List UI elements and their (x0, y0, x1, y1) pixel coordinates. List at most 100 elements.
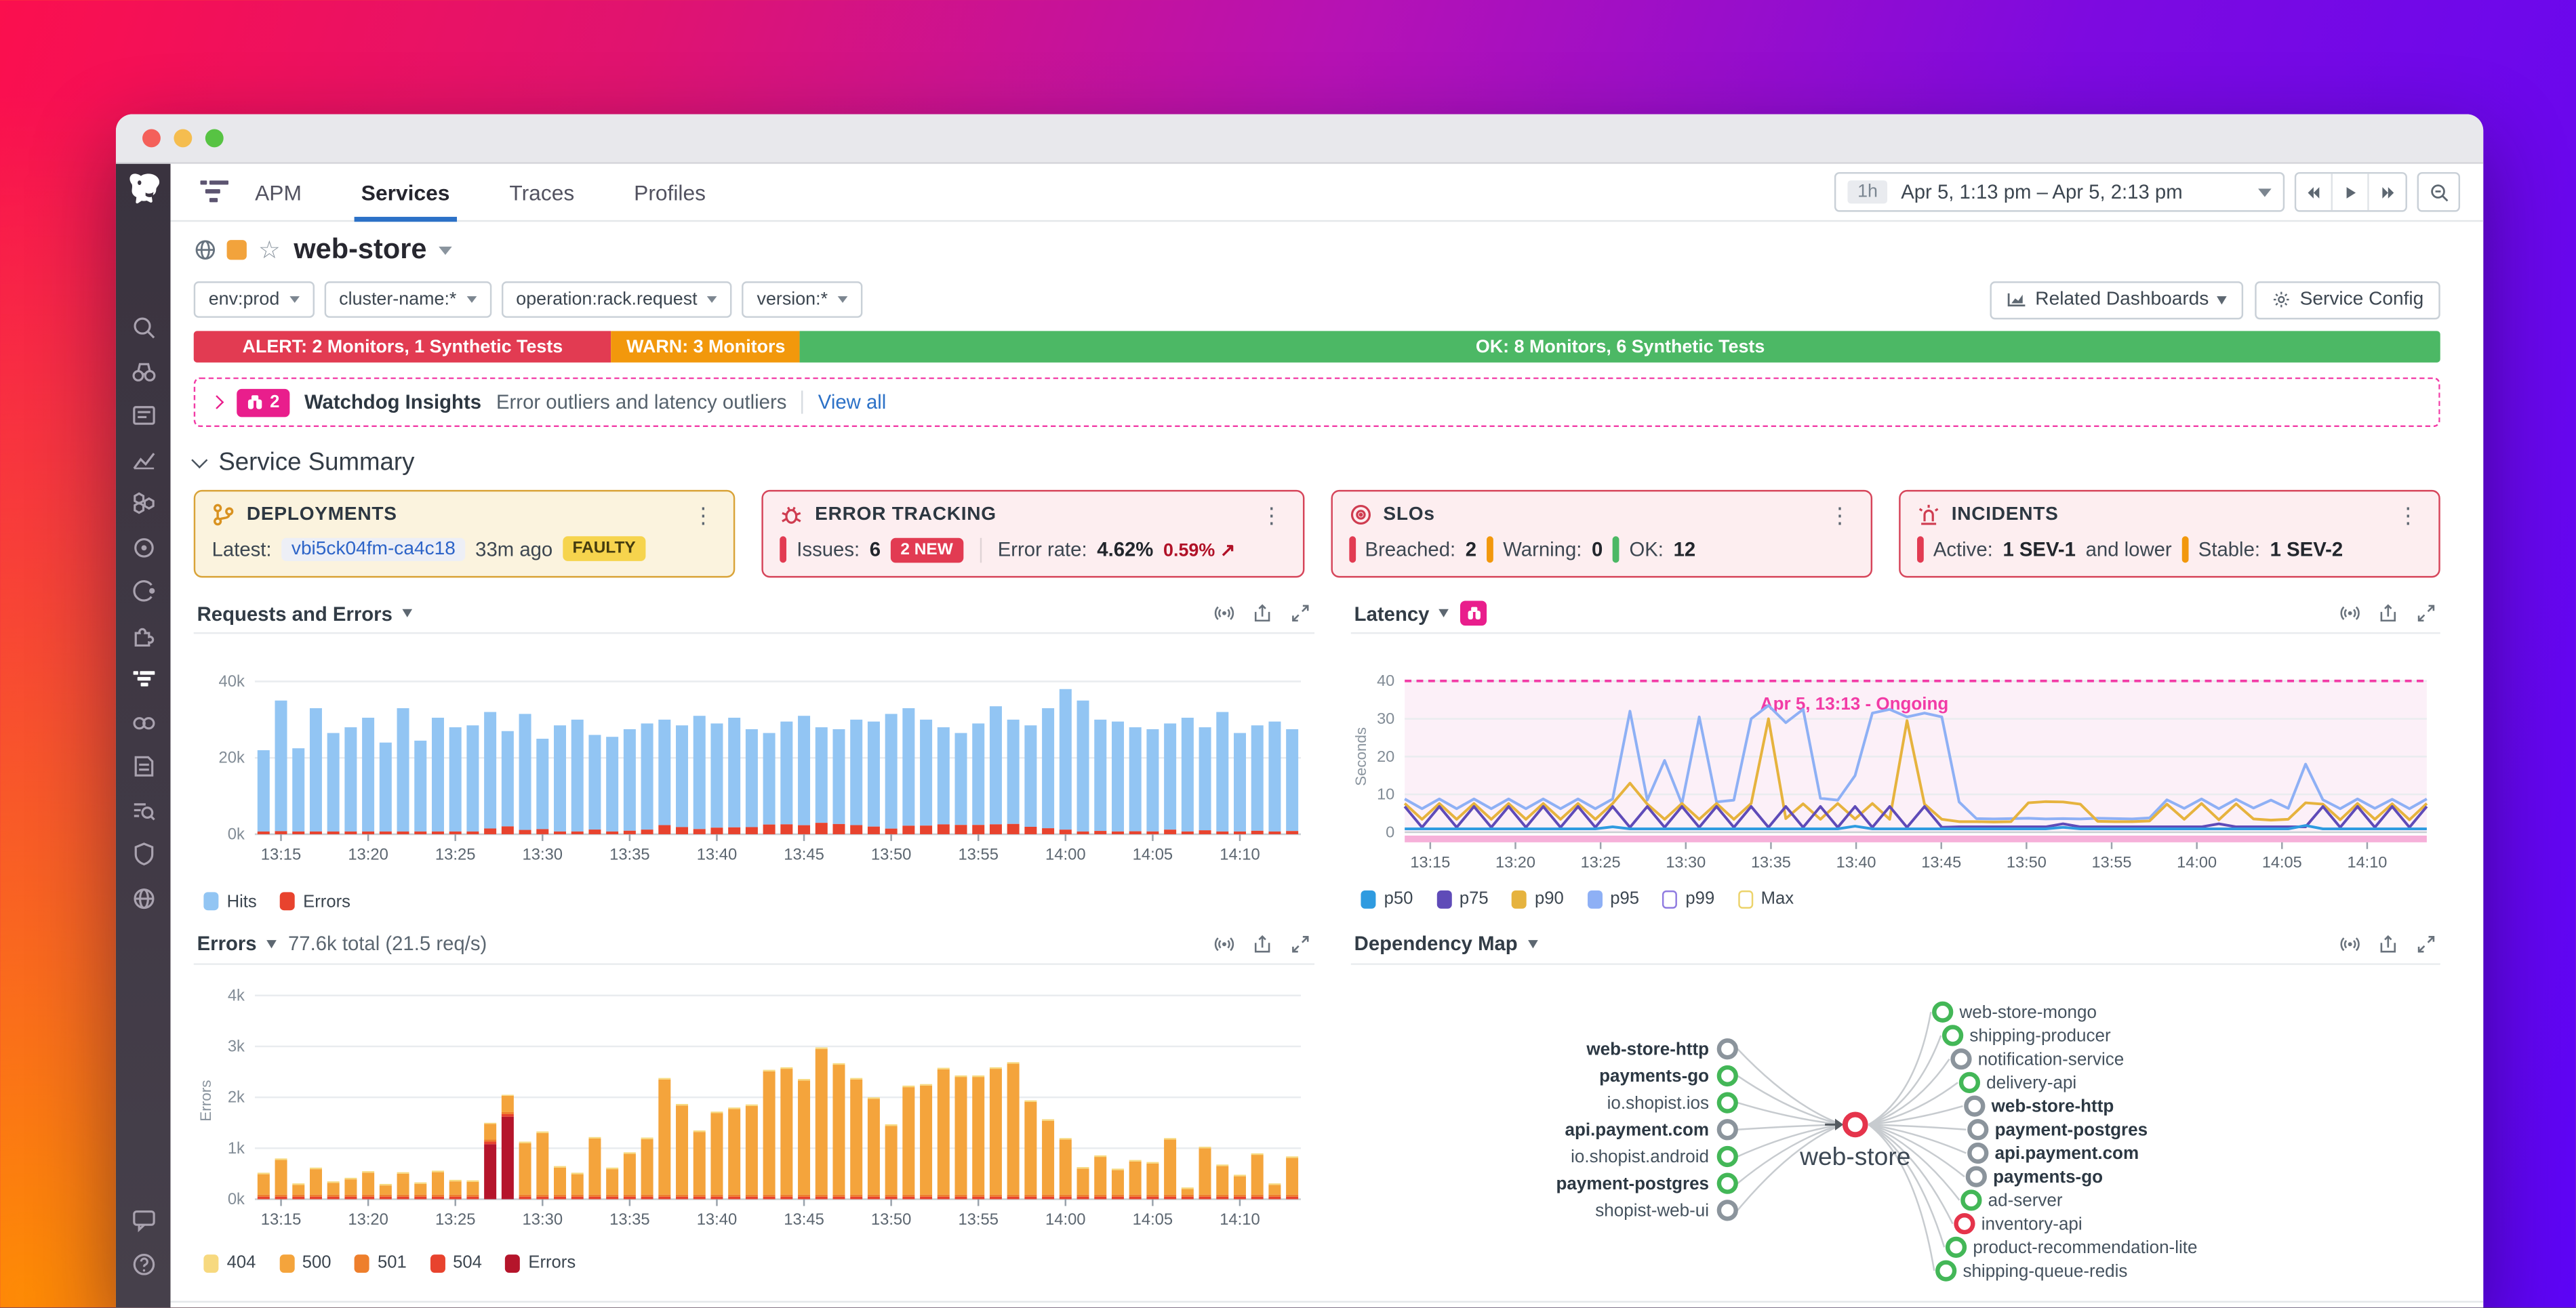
dashboard-icon (2007, 289, 2027, 309)
sidebar-item-ci-icon[interactable] (130, 709, 157, 735)
zoom-window-button[interactable] (205, 129, 224, 147)
deployments-card[interactable]: DEPLOYMENTS ⋮ Latest: vbi5ck04fm-ca4c18 … (194, 490, 736, 577)
sidebar-item-integrations-icon[interactable] (130, 490, 157, 516)
status-color-bar (1613, 536, 1619, 563)
create-monitor-icon[interactable] (1213, 933, 1235, 955)
legend-item-500[interactable]: 500 (279, 1253, 331, 1273)
export-icon[interactable] (2377, 602, 2399, 624)
sidebar-item-logs-icon[interactable] (130, 753, 157, 779)
legend-item-404[interactable]: 404 (203, 1253, 256, 1273)
service-config-button[interactable]: Service Config (2255, 281, 2440, 319)
sidebar-item-log-explorer-icon[interactable] (130, 797, 157, 823)
sidebar-item-feedback-icon[interactable] (130, 1206, 157, 1233)
sidebar-item-help-icon[interactable] (130, 1250, 157, 1277)
chart-actions (1213, 933, 1311, 955)
legend-item-p50[interactable]: p50 (1361, 889, 1413, 909)
export-icon[interactable] (2377, 933, 2399, 955)
ok-status-segment[interactable]: OK: 8 Monitors, 6 Synthetic Tests (800, 331, 2440, 362)
expand-chevron-icon[interactable] (210, 395, 224, 409)
nav-tab-apm[interactable]: APM (248, 163, 308, 221)
skip-back-button[interactable] (2296, 173, 2333, 210)
fullscreen-icon[interactable] (2415, 933, 2437, 955)
kebab-menu-icon[interactable]: ⋮ (1826, 504, 1854, 526)
sidebar-item-security-icon[interactable] (130, 841, 157, 867)
minimize-window-button[interactable] (174, 129, 192, 147)
sidebar-item-plugins-icon[interactable] (130, 621, 157, 648)
legend-item-max[interactable]: Max (1737, 889, 1794, 909)
svg-text:13:30: 13:30 (523, 1210, 563, 1229)
legend-item-501[interactable]: 501 (355, 1253, 407, 1273)
incidents-card[interactable]: INCIDENTS ⋮ Active:1 SEV-1 and lowerStab… (1899, 490, 2440, 577)
sidebar-item-monitors-icon[interactable] (130, 534, 157, 560)
legend-item-hits[interactable]: Hits (203, 892, 256, 912)
latency-chart[interactable]: 010203040Apr 5, 13:13 - OngoingSeconds13… (1351, 634, 2440, 886)
favorite-star-icon[interactable]: ☆ (258, 237, 281, 262)
create-monitor-icon[interactable] (1213, 602, 1235, 624)
warn-status-segment[interactable]: WARN: 3 Monitors (611, 331, 800, 362)
svg-text:13:35: 13:35 (609, 1210, 650, 1229)
legend-item-504[interactable]: 504 (430, 1253, 482, 1273)
chart-title-dropdown[interactable]: Dependency Map (1354, 933, 1537, 956)
filter-pill-env-prod[interactable]: env:prod (194, 281, 315, 318)
new-issues-badge: 2 NEW (891, 537, 963, 562)
zoom-out-button[interactable] (2417, 172, 2460, 212)
alert-status-segment[interactable]: ALERT: 2 Monitors, 1 Synthetic Tests (194, 331, 611, 362)
nav-tab-traces[interactable]: Traces (503, 163, 581, 221)
legend-item-p90[interactable]: p90 (1512, 889, 1564, 909)
svg-text:13:40: 13:40 (1836, 853, 1876, 871)
chart-title-dropdown[interactable]: Errors (197, 933, 277, 956)
fullscreen-icon[interactable] (1289, 602, 1311, 624)
sidebar-item-search-icon[interactable] (130, 314, 157, 341)
play-button[interactable] (2333, 173, 2369, 210)
sidebar-item-metrics-icon[interactable] (130, 446, 157, 472)
datadog-logo-icon[interactable] (125, 172, 161, 205)
deployment-version-link[interactable]: vbi5ck04fm-ca4c18 (281, 537, 465, 560)
legend-item-p99[interactable]: p99 (1662, 889, 1714, 909)
segment-label: OK: (1629, 538, 1663, 561)
export-icon[interactable] (1251, 933, 1273, 955)
time-range-selector[interactable]: 1h Apr 5, 1:13 pm – Apr 5, 2:13 pm (1834, 172, 2285, 212)
dependency-map[interactable]: web-store-httppayments-goio.shopist.iosa… (1351, 964, 2440, 1284)
svg-text:13:25: 13:25 (435, 1210, 476, 1229)
requests-errors-chart[interactable]: 0k20k40k13:1513:2013:2513:3013:3513:4013… (194, 634, 1314, 888)
sidebar-item-network-icon[interactable] (130, 884, 157, 911)
slos-card[interactable]: SLOs ⋮ Breached:2Warning:0OK:12 (1330, 490, 1872, 577)
kebab-menu-icon[interactable]: ⋮ (689, 504, 718, 526)
chart-title-dropdown[interactable]: Requests and Errors (197, 602, 413, 625)
create-monitor-icon[interactable] (2339, 933, 2361, 955)
fullscreen-icon[interactable] (2415, 602, 2437, 624)
legend-item-errors[interactable]: Errors (280, 892, 350, 912)
apm-menu-icon[interactable] (201, 180, 229, 203)
svg-text:13:20: 13:20 (348, 846, 388, 864)
export-icon[interactable] (1251, 602, 1273, 624)
related-dashboards-button[interactable]: Related Dashboards (1990, 281, 2243, 319)
filter-pill-operation-rack-request[interactable]: operation:rack.request (501, 281, 732, 318)
close-window-button[interactable] (142, 129, 161, 147)
svg-text:api.payment.com: api.payment.com (1565, 1119, 1709, 1139)
watchdog-subtitle: Error outliers and latency outliers (496, 390, 786, 413)
watchdog-view-all-link[interactable]: View all (818, 390, 886, 413)
nav-tab-profiles[interactable]: Profiles (627, 163, 712, 221)
nav-tab-services[interactable]: Services (355, 163, 456, 221)
errors-chart[interactable]: 0k1k2k3k4kErrors13:1513:2013:2513:3013:3… (194, 964, 1314, 1250)
error-tracking-card[interactable]: ERROR TRACKING ⋮ Issues: 6 2 NEW Error r… (762, 490, 1304, 577)
svg-text:40: 40 (1377, 672, 1394, 689)
kebab-menu-icon[interactable]: ⋮ (1257, 504, 1286, 526)
collapse-chevron-icon[interactable] (191, 452, 207, 468)
skip-forward-button[interactable] (2369, 173, 2406, 210)
legend-item-p95[interactable]: p95 (1587, 889, 1639, 909)
sidebar-item-events-icon[interactable] (130, 402, 157, 428)
service-switcher-chevron-icon[interactable] (439, 246, 452, 254)
legend-item-errors[interactable]: Errors (505, 1253, 576, 1273)
sidebar-item-synthetics-icon[interactable] (130, 577, 157, 604)
create-monitor-icon[interactable] (2339, 602, 2361, 624)
legend-item-p75[interactable]: p75 (1436, 889, 1489, 909)
filter-pill-version[interactable]: version:* (742, 281, 863, 318)
chart-title-dropdown[interactable]: Latency (1354, 602, 1449, 625)
fullscreen-icon[interactable] (1289, 933, 1311, 955)
filter-pill-cluster-name[interactable]: cluster-name:* (324, 281, 491, 318)
sidebar-item-apm-icon[interactable] (130, 666, 157, 692)
sidebar-item-watchdog-icon[interactable] (130, 359, 157, 385)
kebab-menu-icon[interactable]: ⋮ (2394, 504, 2422, 526)
watchdog-flag-icon[interactable] (1461, 601, 1487, 626)
